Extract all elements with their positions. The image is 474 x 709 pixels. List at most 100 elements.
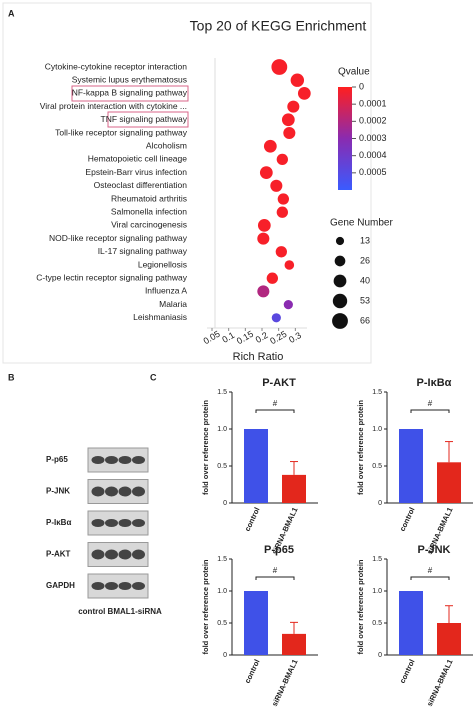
panel-label: C — [150, 372, 157, 382]
bar — [282, 474, 306, 503]
bubble — [283, 126, 296, 140]
y-tick-label: TNF signaling pathway — [101, 114, 188, 124]
y-tick-label: 0.5 — [217, 620, 227, 627]
blot-band — [105, 486, 118, 497]
bar — [244, 429, 268, 503]
blot-band — [105, 519, 118, 527]
bar — [244, 591, 268, 655]
y-tick-label: NF-kappa B signaling pathway — [72, 88, 188, 98]
y-tick-label: 1.0 — [372, 588, 382, 595]
blot-band — [118, 582, 132, 590]
y-tick-label: Hematopoietic cell lineage — [88, 154, 187, 164]
bubble — [281, 113, 295, 127]
bubble — [277, 193, 289, 205]
chart-title: P-IκBα — [417, 377, 452, 389]
significance-mark: # — [273, 399, 278, 408]
y-tick-label: Toll-like receptor signaling pathway — [55, 127, 188, 137]
blot-band — [105, 549, 118, 560]
significance-bracket — [255, 409, 295, 413]
color-tick-label: 0.0003 — [359, 133, 387, 143]
blot-band — [132, 456, 145, 464]
y-tick-label: Epstein-Barr virus infection — [85, 167, 187, 177]
y-tick-label: Viral protein interaction with cytokine … — [40, 101, 187, 111]
y-tick-label: Rheumatoid arthritis — [111, 193, 187, 203]
size-legend-dot — [334, 255, 346, 267]
bubble — [271, 313, 281, 323]
blot-band — [132, 486, 145, 497]
bar — [437, 623, 461, 655]
y-tick-label: Legionellosis — [138, 259, 187, 269]
blot-row-label: P-JNK — [46, 487, 70, 496]
x-tick-label: control — [243, 506, 262, 533]
y-tick-label: 0.5 — [372, 463, 382, 470]
x-tick-label: 0.3 — [287, 330, 303, 345]
bubble — [257, 285, 270, 298]
blot-lane-label: control BMAL1-siRNA — [78, 607, 162, 616]
bubble — [283, 299, 293, 310]
y-tick-label: Systemic lupus erythematosus — [72, 74, 187, 84]
blot-band — [118, 519, 132, 527]
y-tick-label: Cytokine-cytokine receptor interaction — [45, 61, 187, 71]
blot-band — [132, 519, 145, 527]
y-tick-label: NOD-like receptor signaling pathway — [49, 233, 188, 243]
y-tick-label: Leishmaniasis — [133, 312, 187, 322]
size-legend-dot — [332, 313, 348, 329]
y-axis-label: fold over reference protein — [356, 559, 365, 654]
y-tick-label: 0.5 — [372, 620, 382, 627]
y-tick-label: 1.0 — [372, 426, 382, 433]
size-legend-label: 53 — [360, 295, 370, 305]
y-tick-label: Osteoclast differentiation — [94, 180, 188, 190]
bubble — [275, 246, 287, 258]
x-tick-label: siRNA-BMAL1 — [270, 658, 300, 708]
y-tick-label: Viral carcinogenesis — [111, 220, 187, 230]
blot-band — [91, 456, 105, 464]
blot-band — [91, 582, 105, 590]
bar — [437, 462, 461, 503]
bubble — [270, 179, 283, 192]
y-tick-label: 1.0 — [217, 588, 227, 595]
significance-bracket — [410, 409, 450, 413]
panel-frame — [2, 2, 372, 364]
bubble — [271, 59, 288, 75]
y-tick-label: 1.0 — [217, 426, 227, 433]
blot-row-label: P-AKT — [46, 550, 71, 559]
blot-band — [91, 549, 105, 560]
x-axis-label: Rich Ratio — [233, 351, 284, 363]
blot-band — [105, 456, 118, 464]
y-tick-label: Alcoholism — [146, 140, 187, 150]
legend-title: Gene Number — [330, 218, 393, 229]
significance-mark: # — [428, 399, 433, 408]
color-tick-label: 0.0001 — [359, 99, 387, 109]
size-legend-label: 40 — [360, 275, 370, 285]
significance-bracket — [255, 576, 295, 580]
blot-band — [118, 549, 132, 560]
panel-label: A — [8, 8, 15, 18]
y-tick-label: 0 — [378, 500, 382, 507]
color-bar — [338, 87, 352, 190]
bubble — [266, 272, 278, 284]
blot-band — [91, 486, 105, 497]
y-tick-label: Salmonella infection — [111, 206, 187, 216]
size-legend-dot — [332, 293, 348, 309]
bar — [399, 591, 423, 655]
size-legend-label: 13 — [360, 235, 370, 245]
bar — [399, 429, 423, 503]
bubble — [276, 153, 288, 166]
x-tick-label: siRNA-BMAL1 — [425, 658, 455, 708]
x-tick-label: 0.05 — [202, 329, 222, 346]
color-tick-label: 0.0004 — [359, 150, 387, 160]
bubble — [276, 206, 288, 218]
chart-title: P-AKT — [262, 377, 296, 389]
color-tick-label: 0.0005 — [359, 167, 387, 177]
legend-title: Qvalue — [338, 67, 370, 78]
y-tick-label: 1.5 — [217, 389, 227, 396]
blot-row-label: GAPDH — [46, 581, 75, 590]
bubble — [257, 219, 271, 232]
y-tick-label: 1.5 — [372, 556, 382, 563]
bubble — [259, 166, 273, 179]
blot-band — [132, 549, 145, 560]
chart-title: P-p65 — [264, 544, 294, 556]
blot-band — [118, 456, 132, 464]
y-tick-label: Malaria — [159, 299, 187, 309]
x-tick-label: control — [398, 506, 417, 533]
